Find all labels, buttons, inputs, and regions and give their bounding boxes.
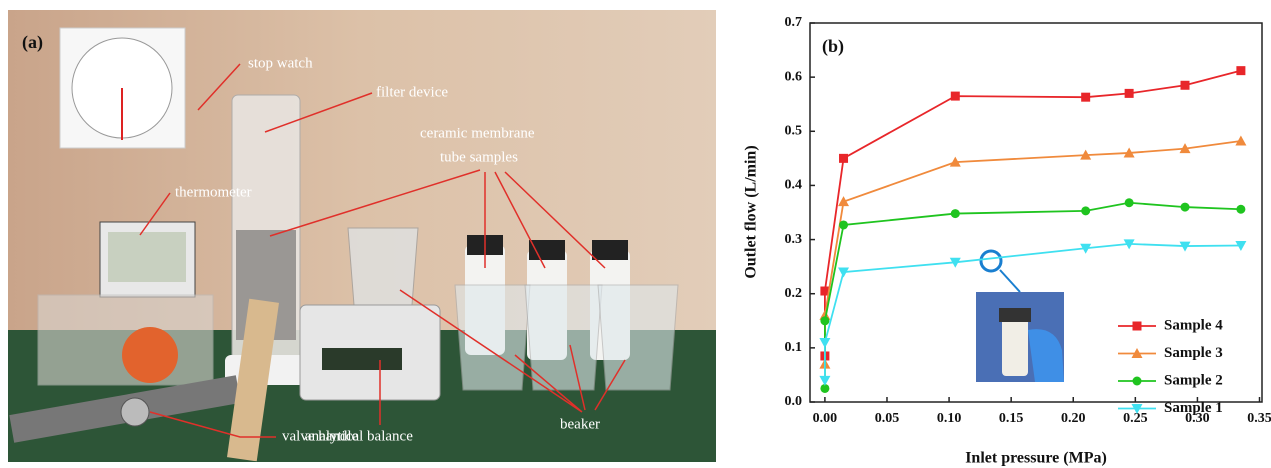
annotation: analytical balance [305, 428, 413, 444]
x-tick-label: 0.20 [1061, 411, 1086, 426]
legend-item: Sample 2 [1118, 372, 1223, 388]
y-tick-label: 0.5 [785, 124, 803, 139]
inset-tube [1002, 318, 1028, 376]
y-tick-label: 0.7 [785, 15, 803, 30]
panel-label: (a) [22, 32, 43, 53]
thermometer-screen [108, 232, 186, 282]
legend-item: Sample 3 [1118, 345, 1223, 361]
balance-display [322, 348, 402, 370]
annotation: tube samples [440, 149, 518, 165]
reel [122, 327, 178, 383]
legend-label: Sample 1 [1164, 400, 1223, 416]
magnifier [981, 251, 1001, 271]
marker [1081, 206, 1090, 215]
inset-cap [999, 308, 1031, 322]
y-axis-title: Outlet flow (L/min) [743, 145, 760, 278]
annotation: stop watch [248, 55, 313, 71]
marker [1125, 89, 1134, 98]
y-tick-label: 0.6 [785, 69, 803, 84]
annotation: beaker [560, 416, 600, 432]
x-tick-label: 0.25 [1123, 411, 1148, 426]
legend-label: Sample 4 [1164, 317, 1223, 333]
y-tick-label: 0.2 [785, 286, 803, 301]
marker [819, 376, 830, 386]
marker [820, 316, 829, 325]
annotation: thermometer [175, 184, 252, 200]
marker [1235, 136, 1246, 146]
marker [819, 338, 830, 348]
x-axis-title: Inlet pressure (MPa) [965, 450, 1107, 467]
legend-label: Sample 2 [1164, 372, 1223, 388]
y-tick-label: 0.3 [785, 232, 803, 247]
marker [951, 209, 960, 218]
marker [951, 92, 960, 101]
beaker-on-balance [348, 228, 418, 305]
marker [1236, 205, 1245, 214]
inset-photo [976, 251, 1064, 382]
y-tick-label: 0.0 [785, 394, 803, 409]
tube-cap [529, 240, 565, 260]
marker [1181, 81, 1190, 90]
inset-pointer [1000, 270, 1020, 292]
legend-marker [1133, 322, 1142, 331]
marker [839, 154, 848, 163]
legend-label: Sample 3 [1164, 345, 1223, 361]
valve [121, 398, 149, 426]
tube-cap [592, 240, 628, 260]
panel-label: (b) [822, 36, 844, 57]
box [38, 295, 213, 385]
x-tick-label: 0.05 [875, 411, 900, 426]
x-tick-label: 0.10 [937, 411, 962, 426]
annotation: ceramic membrane [420, 125, 535, 141]
figure: (a) stop watch filter device ceramic mem… [0, 0, 1271, 468]
x-tick-label: 0.35 [1247, 411, 1271, 426]
marker [1181, 203, 1190, 212]
marker [1236, 66, 1245, 75]
x-tick-label: 0.00 [813, 411, 838, 426]
beaker [598, 285, 678, 390]
marker [1125, 198, 1134, 207]
legend-marker [1133, 377, 1142, 386]
y-tick-label: 0.1 [785, 340, 803, 355]
chart: (b) Inlet pressure (MPa) Outlet flow (L/… [743, 15, 1271, 466]
marker [1081, 93, 1090, 102]
y-tick-label: 0.4 [785, 178, 803, 193]
x-tick-label: 0.15 [999, 411, 1024, 426]
photo: (a) stop watch filter device ceramic mem… [8, 10, 716, 462]
annotation: filter device [376, 84, 448, 100]
marker [839, 220, 848, 229]
beaker [455, 285, 530, 390]
legend-item: Sample 4 [1118, 317, 1223, 333]
